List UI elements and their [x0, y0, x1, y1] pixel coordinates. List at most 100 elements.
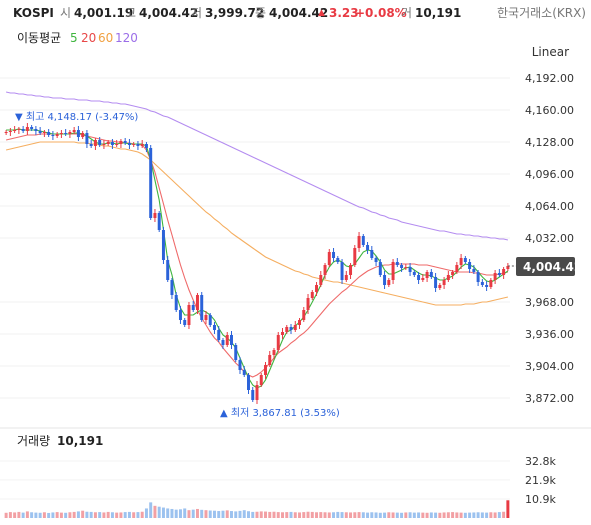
volume-bar [332, 512, 336, 518]
candle-body [353, 248, 357, 265]
volume-bar [468, 512, 472, 518]
candle-body [89, 144, 93, 146]
candle-body [110, 142, 114, 145]
volume-bar [310, 511, 314, 518]
volume-bar [30, 512, 34, 518]
candle-body [4, 132, 8, 133]
volume-bar [476, 512, 480, 518]
volume-bar [247, 511, 250, 518]
candle-body [349, 265, 353, 275]
volume-bar [123, 512, 127, 518]
candle-body [149, 148, 153, 218]
candle-body [259, 375, 263, 385]
candle-body [485, 285, 489, 287]
candle-body [102, 144, 106, 145]
candle-body [200, 295, 204, 320]
volume-bar [421, 512, 425, 518]
volume-bar [187, 510, 191, 518]
change-value: 3.23 [329, 6, 359, 20]
close-label: 종 [255, 6, 267, 20]
candle-body [310, 292, 314, 298]
candle-body [378, 262, 382, 275]
volume-bar [485, 512, 489, 518]
candle-body [400, 265, 404, 268]
volume-bar [208, 510, 212, 518]
candle-body [174, 295, 178, 310]
candle-body [195, 295, 199, 310]
volume-bar [374, 512, 378, 518]
candle-body [383, 275, 387, 285]
candle-body [404, 267, 408, 268]
candle-body [13, 130, 17, 131]
volume-bar [144, 508, 148, 518]
candle-body [30, 127, 34, 129]
low-annotation: ▲ 최저 3,867.81 (3.53%) [220, 408, 340, 419]
volume-bar [238, 510, 242, 518]
symbol-name: KOSPI [13, 6, 54, 20]
scale-toggle-button[interactable]: Linear [531, 45, 569, 59]
volume-bar [221, 510, 225, 518]
candles [4, 123, 516, 404]
volume-bar [472, 512, 476, 518]
volume-bar [153, 505, 157, 518]
volume-label: 거 [401, 6, 413, 20]
candle-body [247, 375, 250, 390]
volume-bar [93, 512, 97, 518]
candle-body [463, 258, 467, 262]
volume-bar [106, 511, 110, 518]
candle-body [302, 310, 306, 320]
ma-legend-5[interactable]: 5 [70, 31, 78, 45]
candle-body [47, 132, 51, 135]
volume-bar [463, 512, 467, 518]
candle-body [55, 134, 59, 136]
volume-bar [102, 512, 106, 518]
ma-legend-20[interactable]: 20 [81, 31, 97, 45]
candle-body [81, 133, 85, 137]
volume-bar [47, 512, 51, 518]
volume-bar [72, 511, 76, 518]
current-price-tag [516, 257, 575, 276]
ma60-line [5, 141, 509, 306]
volume-bar [191, 509, 195, 518]
volume-bar [383, 512, 387, 518]
volume-bar [370, 512, 374, 518]
volume-bars [4, 500, 510, 518]
volume-bar [502, 511, 506, 518]
volume-panel-label: 거래량 [17, 434, 51, 448]
candle-body [476, 272, 480, 282]
candle-body [106, 142, 110, 144]
volume-bar [336, 511, 340, 518]
high-value: 4,004.42 [139, 6, 199, 20]
low-label: 저 [191, 6, 203, 20]
candle-body [38, 131, 42, 133]
candle-body [51, 135, 55, 136]
candle-body [506, 266, 510, 269]
ma5-line [6, 128, 509, 389]
candle-body [178, 310, 182, 320]
volume-bar [110, 512, 114, 518]
candle-body [429, 272, 433, 277]
volume-bar [434, 512, 438, 518]
volume-bar [178, 509, 182, 518]
volume-bar [76, 511, 80, 518]
candle-body [340, 262, 344, 280]
candle-body [306, 298, 310, 310]
volume-bar [319, 512, 323, 518]
high-label: 고 [125, 6, 137, 20]
volume-bar [344, 512, 348, 518]
ma-legend-60[interactable]: 60 [98, 31, 114, 45]
volume-bar [459, 512, 463, 518]
volume-bar [361, 512, 365, 518]
ma120-line [5, 91, 509, 241]
ma-legend-120[interactable]: 120 [115, 31, 138, 45]
volume-bar [21, 512, 25, 518]
candle-body [285, 327, 289, 332]
volume-bar [417, 512, 421, 518]
volume-bar [408, 512, 412, 518]
current-price-tag-text: 4,004.42 [523, 260, 583, 274]
candle-body [357, 236, 361, 248]
volume-bar [217, 511, 221, 518]
volume-bar [497, 512, 501, 518]
volume-bar [298, 512, 302, 518]
